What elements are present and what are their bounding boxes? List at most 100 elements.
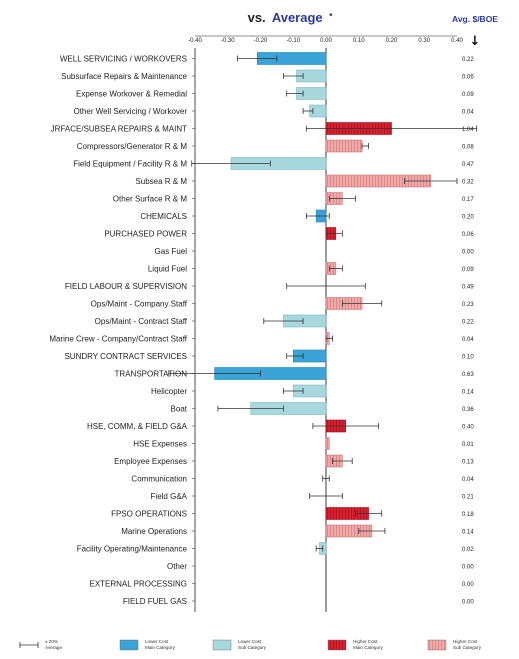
chart-row: FPSO OPERATIONS 0.18 (111, 507, 474, 520)
category-label: Subsea R & M (135, 177, 187, 186)
legend-label: Sub Category (238, 645, 267, 650)
chart-row: Expense Workover & Remedial 0.09 (76, 87, 474, 100)
chart-row: Ops/Maint - Contract Staff 0.22 (95, 314, 474, 328)
avg-value: 0.22 (462, 319, 474, 325)
x-tick-label: 0.00 (320, 38, 332, 44)
chart-row: Subsea R & M 0.32 (135, 174, 474, 188)
category-label: CHEMICALS (140, 212, 187, 221)
chart-row: Field G&A 0.21 (151, 492, 475, 501)
avg-value: 0.08 (462, 144, 474, 150)
category-label: Communication (131, 474, 187, 483)
down-arrow-icon: ↓ (470, 34, 481, 49)
avg-value: 0.17 (462, 197, 474, 203)
avg-value: 0.04 (462, 109, 474, 115)
chart-row: CHEMICALS 0.20 (140, 209, 474, 223)
chart-row: Helicopter 0.14 (151, 384, 474, 398)
category-label: PURCHASED POWER (104, 229, 187, 238)
avg-value: 0.00 (462, 599, 474, 605)
avg-value: 1.04 (462, 127, 474, 133)
legend-label: Sub Category (453, 645, 482, 650)
avg-value: 0.21 (462, 494, 474, 500)
avg-value: 0.00 (462, 249, 474, 255)
category-label: Ops/Maint - Company Staff (91, 299, 188, 308)
legend-swatch (212, 639, 232, 651)
title-highlight: Average (272, 10, 323, 25)
avg-value: 0.06 (462, 232, 474, 238)
avg-value: 0.02 (462, 547, 474, 553)
legend-swatch (427, 639, 447, 651)
avg-value: 0.09 (462, 267, 474, 273)
category-label: JRFACE/SUBSEA REPAIRS & MAINT (51, 124, 187, 133)
legend-label: Main Category (353, 645, 384, 650)
legend-label: Main Category (145, 645, 176, 650)
avg-value: 0.01 (462, 442, 474, 448)
legend-item: ± 20%Average (19, 639, 62, 650)
chart-row: Field Equipment / Facility R & M 0.47 (73, 157, 474, 170)
x-tick-label: -0.40 (188, 38, 202, 44)
bar (325, 139, 363, 153)
category-label: WELL SERVICING / WORKOVERS (60, 54, 187, 63)
legend-label: Average (45, 645, 62, 650)
x-tick-label: -0.20 (254, 38, 268, 44)
title-prefix: vs. (248, 10, 266, 25)
chart-row: Subsurface Repairs & Maintenance 0.06 (61, 69, 474, 83)
x-tick-label: 0.40 (451, 38, 463, 44)
category-label: EXTERNAL PROCESSING (89, 579, 187, 588)
category-label: Marine Crew - Company/Contract Staff (49, 334, 187, 343)
chart-row: Liquid Fuel 0.09 (148, 262, 474, 275)
bar (325, 437, 330, 450)
chart-row: FIELD LABOUR & SUPERVISION 0.49 (65, 282, 474, 291)
category-label: Facility Operating/Maintenance (77, 544, 188, 553)
chart-row: FIELD FUEL GAS 0.00 (123, 597, 475, 606)
category-label: Boat (171, 404, 188, 413)
chart-row: Other Surface R & M 0.17 (113, 192, 474, 205)
category-label: Compressors/Generator R & M (77, 142, 188, 151)
category-label: Employee Expenses (114, 457, 187, 466)
category-label: Other Surface R & M (113, 194, 188, 203)
avg-header: Avg. $/BOE (452, 14, 498, 24)
legend-label: ± 20% (45, 639, 58, 644)
avg-value: 0.06 (462, 74, 474, 80)
x-tick-label: -0.30 (221, 38, 235, 44)
category-label: HSE, COMM, & FIELD G&A (87, 422, 188, 431)
avg-value: 0.04 (462, 337, 474, 343)
x-tick-labels: -0.40 -0.30 -0.20 -0.10 0.00 0.10 0.20 0.30 0.40… (188, 34, 480, 49)
category-label: Other (167, 562, 187, 571)
category-label: Expense Workover & Remedial (76, 89, 187, 98)
avg-value: 0.20 (462, 214, 474, 220)
category-label: Field Equipment / Facility R & M (73, 159, 187, 168)
category-label: FIELD LABOUR & SUPERVISION (65, 282, 187, 291)
category-label: Helicopter (151, 387, 187, 396)
chart-row: PURCHASED POWER 0.06 (104, 227, 474, 240)
category-label: TRANSPORTATION (115, 369, 188, 378)
category-label: Marine Operations (121, 527, 187, 536)
avg-value: 0.10 (462, 354, 474, 360)
category-label: FPSO OPERATIONS (111, 509, 187, 518)
chart-row: Employee Expenses 0.13 (114, 454, 474, 468)
chart-row: Compressors/Generator R & M 0.08 (77, 139, 474, 153)
category-label: Gas Fuel (155, 247, 188, 256)
category-label: Ops/Maint - Contract Staff (95, 317, 188, 326)
chart-row: HSE, COMM, & FIELD G&A 0.40 (87, 419, 474, 433)
category-label: Field G&A (151, 492, 188, 501)
avg-value: 0.63 (462, 372, 474, 378)
category-label: Liquid Fuel (148, 264, 187, 273)
chart-row: Boat 0.36 (171, 402, 474, 415)
avg-value: 0.23 (462, 302, 474, 308)
chart-row: SUNDRY CONTRACT SERVICES 0.10 (64, 349, 474, 363)
chart-row: Other 0.00 (167, 562, 474, 571)
x-tick-label: 0.20 (386, 38, 398, 44)
chart-row: Other Well Servicing / Workover 0.04 (73, 104, 474, 118)
avg-value: 0.14 (462, 529, 474, 535)
x-tick-label: 0.30 (418, 38, 430, 44)
category-label: Subsurface Repairs & Maintenance (61, 72, 187, 81)
category-label: Other Well Servicing / Workover (73, 107, 187, 116)
x-tick-label: 0.10 (353, 38, 365, 44)
chart-row: EXTERNAL PROCESSING 0.00 (89, 579, 474, 588)
legend-label: Lower Cost (238, 639, 262, 644)
legend-label: Higher Cost (353, 639, 378, 644)
avg-value: 0.47 (462, 162, 474, 168)
